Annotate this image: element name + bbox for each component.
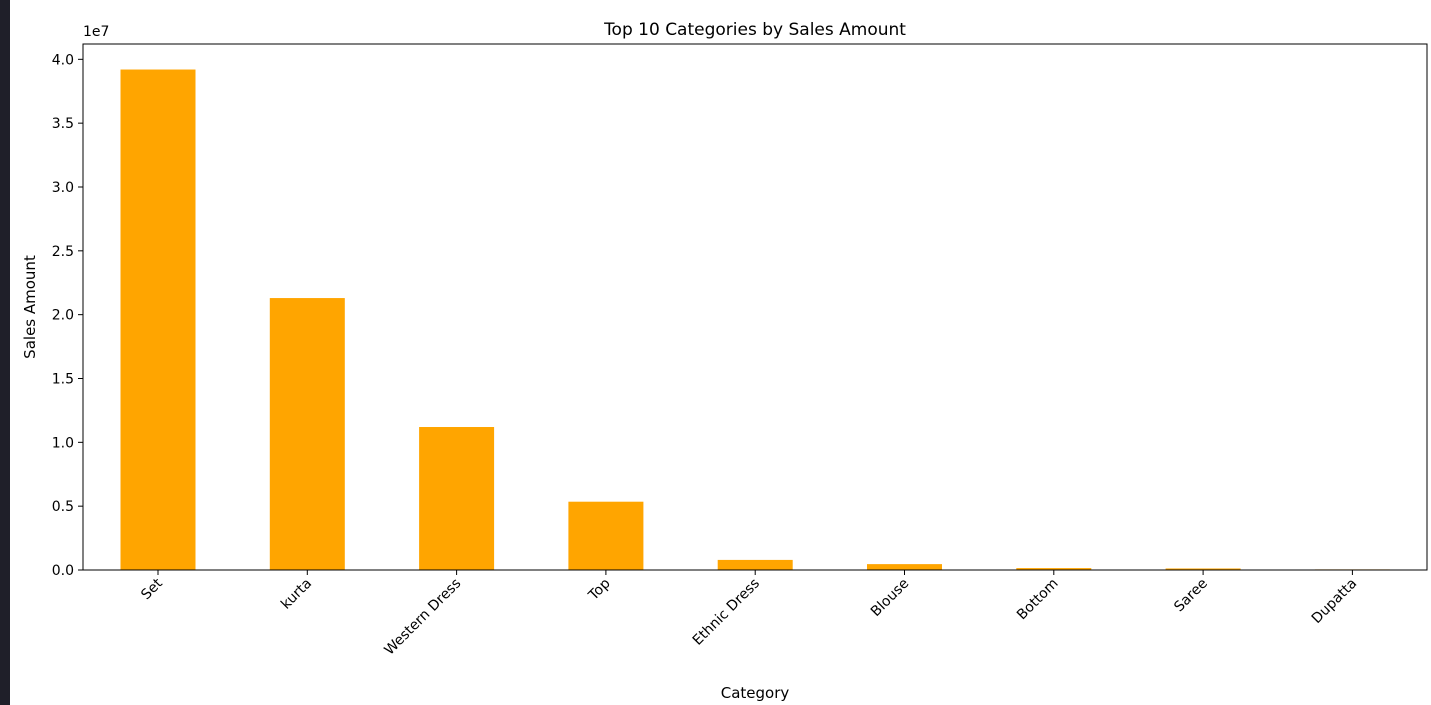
bar-bottom: [1016, 568, 1092, 570]
figure-background: [10, 0, 1431, 705]
y-tick-label: 0.0: [52, 563, 74, 579]
y-axis-label: Sales Amount: [21, 255, 39, 359]
bar-western-dress: [419, 427, 495, 570]
y-tick-label: 2.5: [52, 244, 74, 260]
y-tick-label: 4.0: [52, 52, 74, 68]
y-tick-label: 2.0: [52, 308, 74, 324]
bar-saree: [1165, 568, 1241, 570]
y-tick-label: 1.5: [52, 371, 74, 387]
y-axis-offset-label: 1e7: [83, 24, 109, 40]
x-axis-label: Category: [721, 684, 790, 702]
y-tick-label: 0.5: [52, 499, 74, 515]
bar-ethnic-dress: [717, 559, 793, 570]
bar-top: [568, 501, 644, 570]
y-tick-label: 1.0: [52, 435, 74, 451]
bar-kurta: [269, 298, 345, 570]
chart-title: Top 10 Categories by Sales Amount: [603, 20, 906, 40]
bar-blouse: [867, 564, 942, 570]
y-tick-label: 3.0: [52, 180, 74, 196]
y-tick-label: 3.5: [52, 116, 74, 132]
bar-set: [120, 69, 196, 570]
